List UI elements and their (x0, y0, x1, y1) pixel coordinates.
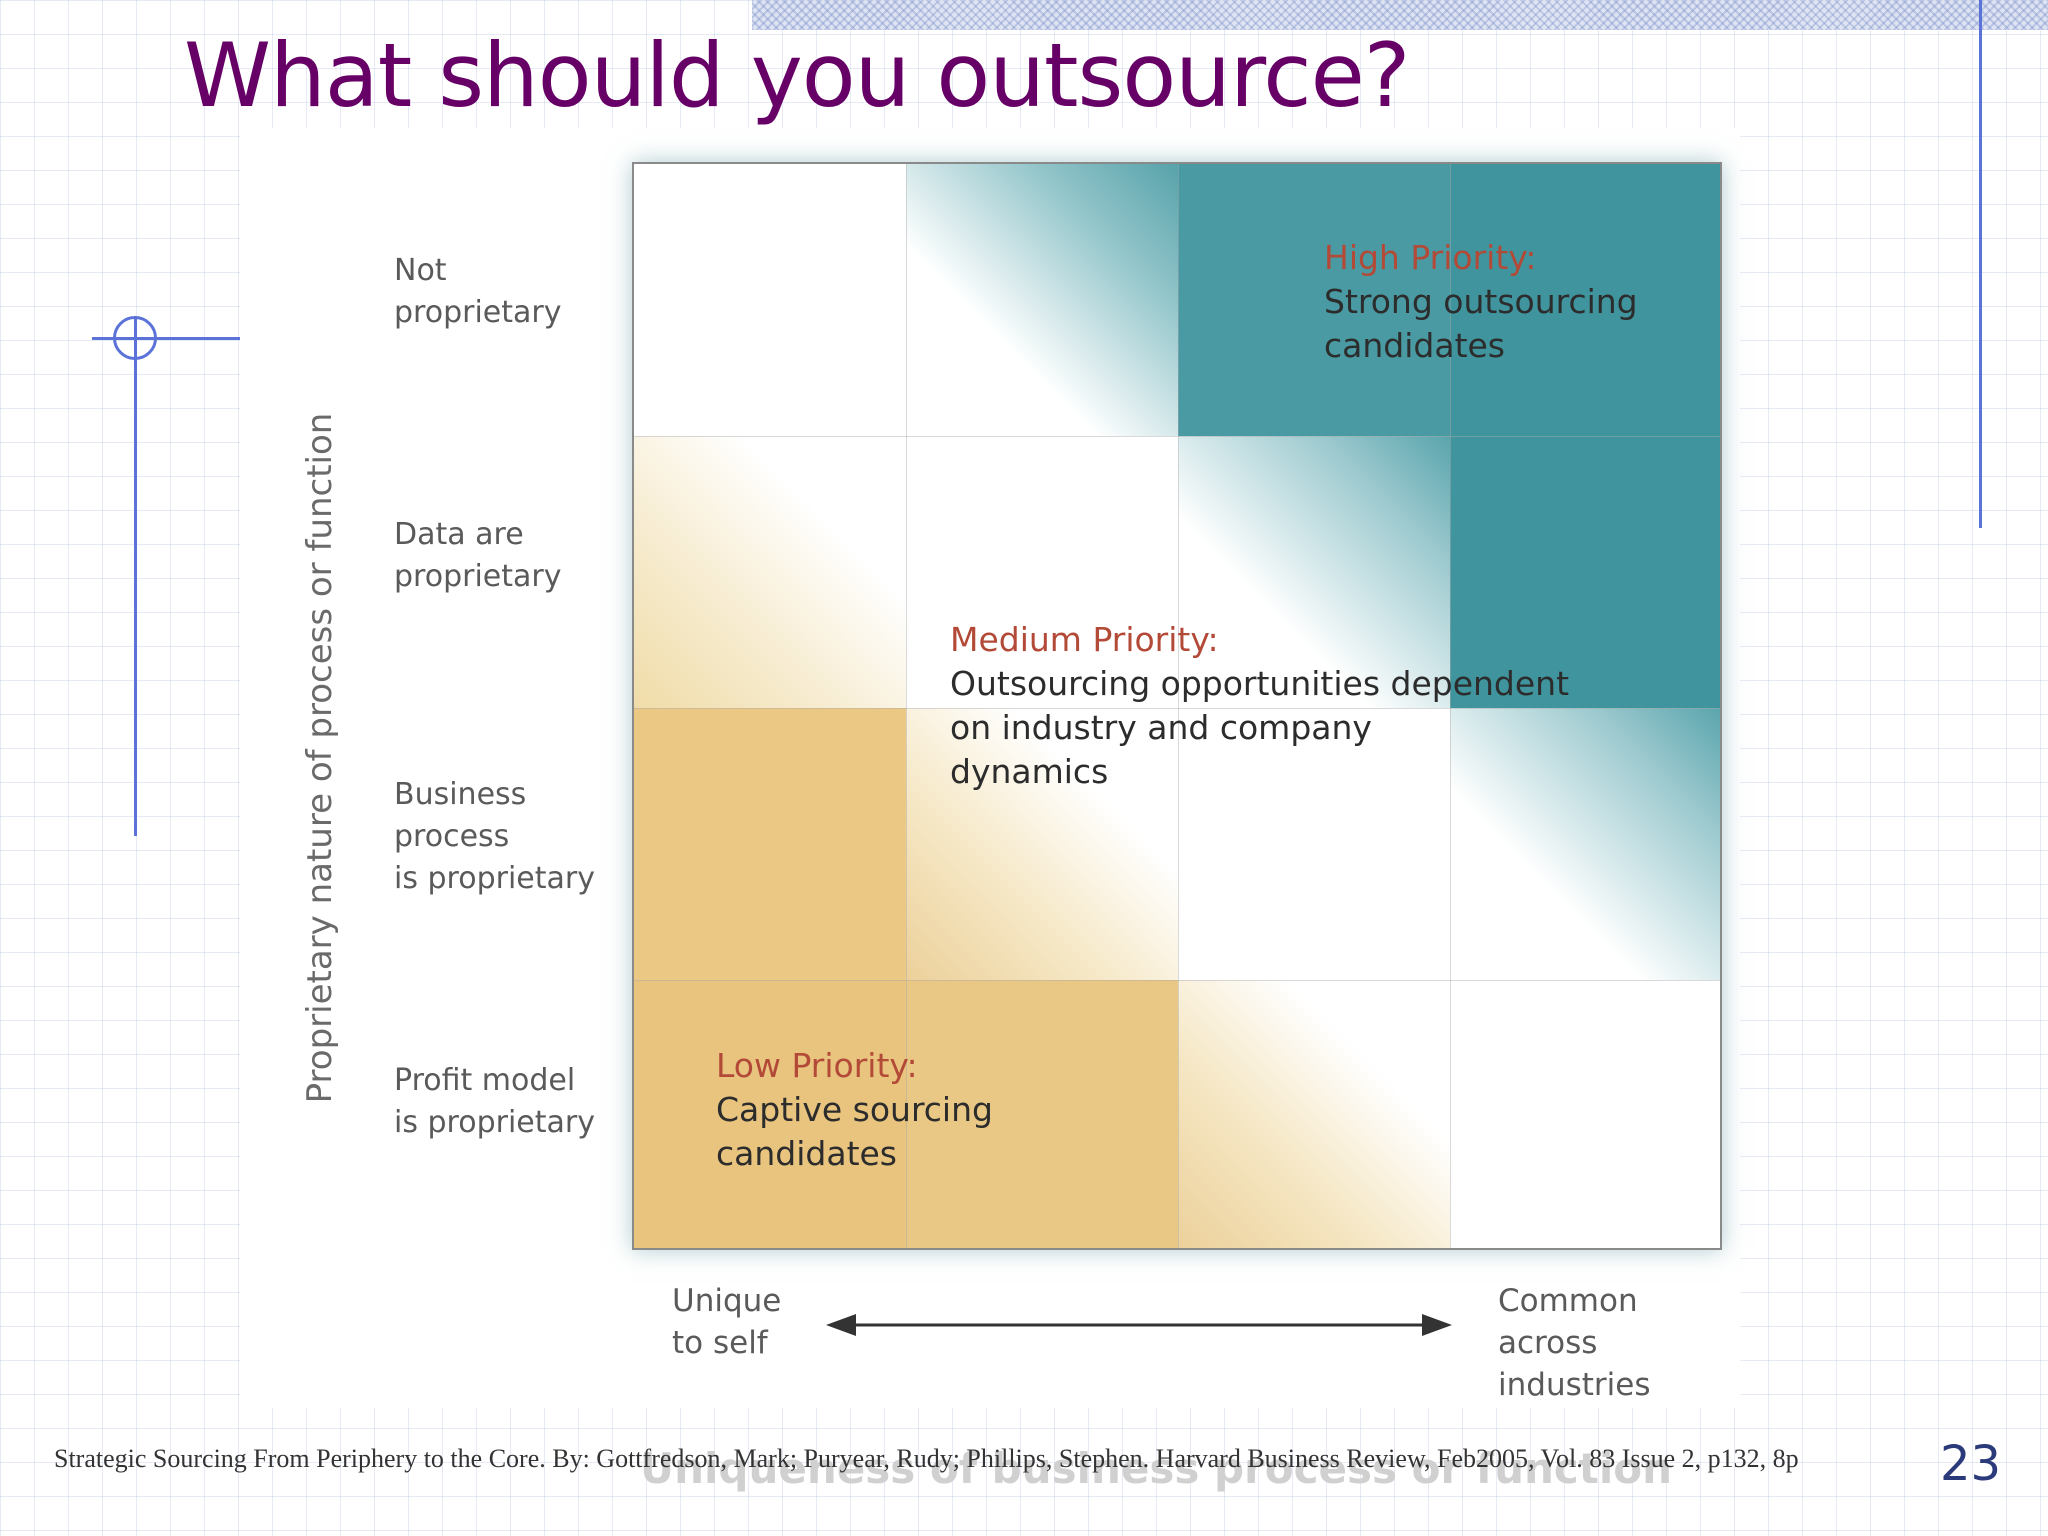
x-axis-double-arrow-icon (826, 1314, 1452, 1336)
low-priority-label: Low Priority: Captive sourcing candidate… (716, 1044, 993, 1176)
y-axis-title: Proprietary nature of process or functio… (300, 412, 340, 1104)
outsourcing-priority-matrix: High Priority: Strong outsourcing candid… (632, 162, 1722, 1250)
header-pattern-band (752, 0, 2048, 30)
matrix-cell-r1-c0 (634, 436, 906, 708)
matrix-cell-r2-c1 (906, 708, 1178, 980)
x-axis-title: Uniqueness of business process or functi… (640, 1444, 1672, 1493)
slide-page-number: 23 (1940, 1436, 2002, 1492)
matrix-cell-r0-c0 (634, 164, 906, 436)
decorative-crosshair-icon (113, 316, 157, 360)
x-axis-left-label: Unique to self (672, 1283, 782, 1361)
matrix-cell-r3-c1 (906, 980, 1178, 1248)
matrix-cell-r3-c3 (1450, 980, 1720, 1248)
x-axis-right-label: Common across industries (1498, 1283, 1651, 1403)
matrix-cell-r1-c2 (1178, 436, 1450, 708)
matrix-cell-r1-c3 (1450, 436, 1720, 708)
matrix-gridline (1450, 164, 1451, 1248)
matrix-cell-r2-c0 (634, 708, 906, 980)
medium-priority-heading: Medium Priority: (950, 620, 1219, 659)
high-priority-heading: High Priority: (1324, 238, 1537, 277)
row-label-not-proprietary: Not proprietary (394, 253, 562, 330)
matrix-cell-r0-c2 (1178, 164, 1450, 436)
matrix-gridline (634, 436, 1720, 437)
matrix-cell-r0-c1 (906, 164, 1178, 436)
high-priority-label: High Priority: Strong outsourcing candid… (1324, 236, 1638, 368)
decorative-vertical-line-right (1979, 0, 1982, 528)
matrix-cell-r1-c1 (906, 436, 1178, 708)
medium-priority-text: Outsourcing opportunities dependent on i… (950, 664, 1570, 791)
decorative-vertical-line-left (134, 316, 137, 836)
matrix-cell-r3-c0 (634, 980, 906, 1248)
decorative-horizontal-line-left (92, 337, 240, 340)
matrix-cell-r2-c2 (1178, 708, 1450, 980)
slide-title: What should you outsource? (184, 24, 1410, 127)
matrix-gridline (634, 980, 1720, 981)
row-label-data-proprietary: Data are proprietary (394, 517, 562, 594)
matrix-cell-r2-c3 (1450, 708, 1720, 980)
medium-priority-label: Medium Priority: Outsourcing opportuniti… (950, 618, 1569, 794)
matrix-gridline (634, 708, 1720, 709)
row-label-business-process-proprietary: Business process is proprietary (394, 777, 595, 896)
matrix-cell-r0-c3 (1450, 164, 1720, 436)
low-priority-heading: Low Priority: (716, 1046, 918, 1085)
matrix-gridline (1178, 164, 1179, 1248)
matrix-cell-r3-c2 (1178, 980, 1450, 1248)
row-label-profit-model-proprietary: Profit model is proprietary (394, 1063, 595, 1140)
source-citation: Strategic Sourcing From Periphery to the… (54, 1444, 1799, 1473)
low-priority-text: Captive sourcing candidates (716, 1090, 993, 1173)
high-priority-text: Strong outsourcing candidates (1324, 282, 1638, 365)
matrix-gridline (906, 164, 907, 1248)
